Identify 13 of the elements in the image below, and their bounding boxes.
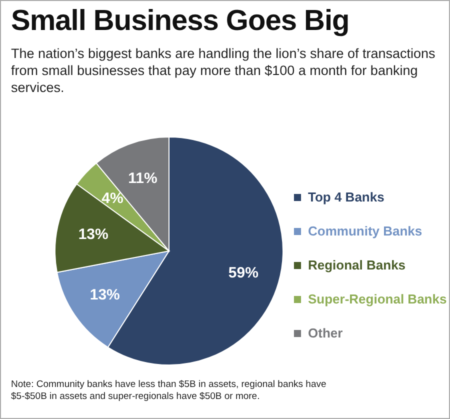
data-label: 13%	[78, 226, 108, 244]
legend-label: Super-Regional Banks	[308, 292, 447, 306]
legend-label: Top 4 Banks	[308, 190, 384, 204]
chart-subtitle: The nation’s biggest banks are handling the lion’s share of transactions from small businesses that pay more than $100 a month for banking services.	[11, 45, 436, 96]
chart-title: Small Business Goes Big	[11, 5, 350, 38]
data-label: 4%	[102, 190, 124, 207]
data-label: 59%	[228, 264, 258, 282]
legend-label: Regional Banks	[308, 258, 406, 272]
text: Note: Community banks have less than $5B in assets, regional banks have $5-$50B in assets and super-regionals have $50B or more.	[11, 379, 328, 403]
data-label: 13%	[90, 286, 120, 304]
data-label: 11%	[128, 170, 158, 188]
legend-label: Community Banks	[308, 224, 422, 238]
legend-label: Other	[308, 326, 343, 340]
